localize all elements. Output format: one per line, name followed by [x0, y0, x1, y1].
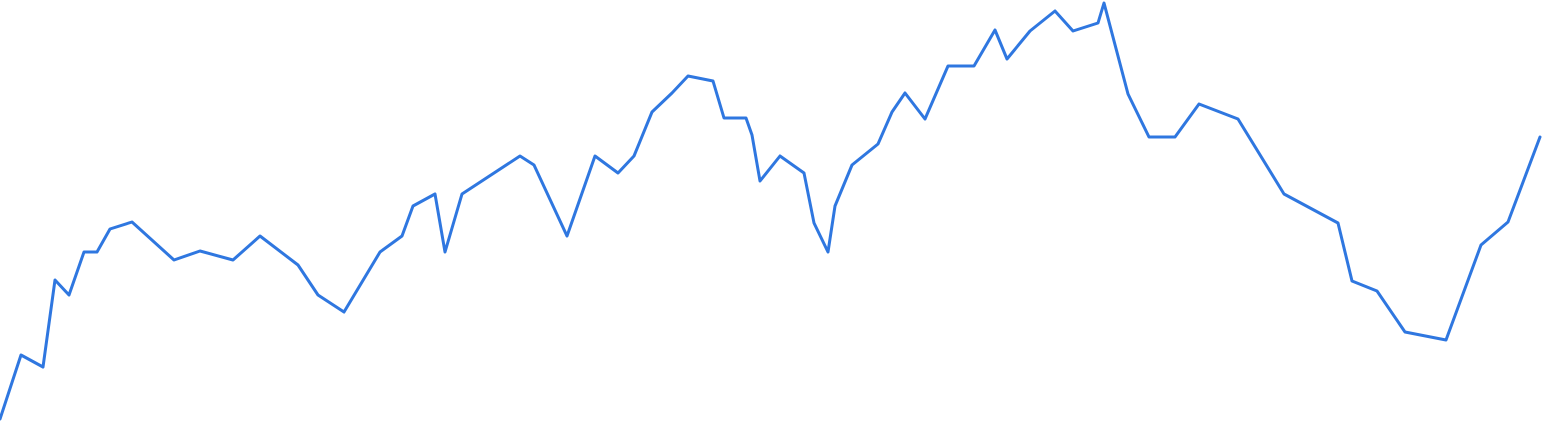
series-line-0: [0, 1, 1542, 421]
line-chart: [0, 1, 1542, 421]
line-chart-canvas: [0, 1, 1542, 421]
